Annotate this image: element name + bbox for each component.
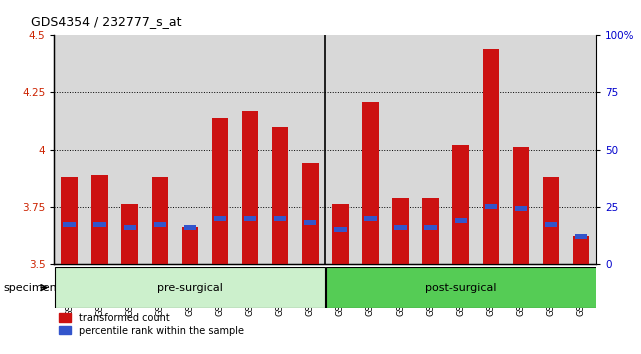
Text: GDS4354 / 232777_s_at: GDS4354 / 232777_s_at: [31, 15, 181, 28]
Bar: [304, 220, 317, 225]
Bar: [453, 145, 469, 264]
Bar: [424, 225, 437, 230]
Bar: [274, 216, 287, 221]
Bar: [55, 267, 325, 308]
Bar: [394, 225, 407, 230]
Bar: [515, 206, 527, 211]
Bar: [244, 216, 256, 221]
Bar: [151, 177, 168, 264]
Bar: [332, 204, 349, 264]
Bar: [94, 222, 106, 227]
Bar: [362, 102, 379, 264]
Bar: [543, 177, 559, 264]
Bar: [545, 222, 557, 227]
Bar: [334, 227, 347, 232]
Bar: [63, 222, 76, 227]
Legend: transformed count, percentile rank within the sample: transformed count, percentile rank withi…: [60, 313, 244, 336]
Bar: [272, 127, 288, 264]
Bar: [422, 198, 439, 264]
Bar: [513, 147, 529, 264]
Text: post-surgical: post-surgical: [425, 282, 497, 293]
Bar: [392, 198, 409, 264]
Bar: [181, 227, 198, 264]
Bar: [212, 118, 228, 264]
Bar: [62, 177, 78, 264]
Bar: [184, 225, 196, 230]
Bar: [92, 175, 108, 264]
Text: specimen: specimen: [3, 282, 57, 293]
Bar: [302, 163, 319, 264]
Bar: [573, 236, 589, 264]
Bar: [483, 49, 499, 264]
Bar: [326, 267, 611, 308]
Bar: [242, 111, 258, 264]
Bar: [124, 225, 136, 230]
Bar: [121, 204, 138, 264]
Bar: [364, 216, 377, 221]
Bar: [454, 218, 467, 223]
Text: pre-surgical: pre-surgical: [157, 282, 223, 293]
Bar: [154, 222, 166, 227]
Bar: [214, 216, 226, 221]
Bar: [485, 204, 497, 209]
Bar: [575, 234, 587, 239]
